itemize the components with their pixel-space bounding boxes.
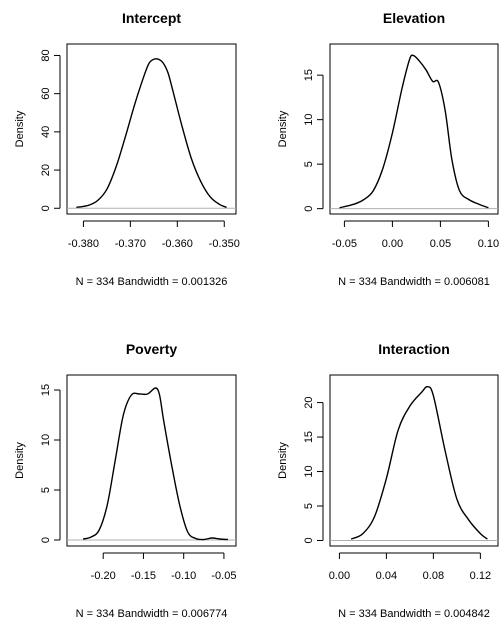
y-axis-label: Density <box>14 110 26 147</box>
x-tick-label: -0.10 <box>171 570 196 582</box>
sample-info-label: N = 334 Bandwidth = 0.006774 <box>76 608 228 620</box>
panel-title: Poverty <box>126 341 178 357</box>
density-curve <box>350 385 488 540</box>
y-tick-label: 0 <box>40 537 52 543</box>
y-tick-label: 5 <box>303 161 315 167</box>
y-tick-label: 10 <box>303 465 315 477</box>
y-tick-label: 40 <box>40 126 52 138</box>
x-tick-label: -0.15 <box>131 570 156 582</box>
sample-info-label: N = 334 Bandwidth = 0.004842 <box>338 608 490 620</box>
sample-info-label: N = 334 Bandwidth = 0.006081 <box>338 276 490 288</box>
x-tick-label: -0.380 <box>68 238 99 250</box>
x-tick-label: 0.04 <box>376 570 397 582</box>
density-panel-interaction: Interaction 0.00 0.04 0.08 0.12 0 5 10 15 20 Densi… <box>277 341 499 620</box>
density-curve <box>76 58 227 209</box>
plot-frame <box>66 43 237 215</box>
x-tick-label: -0.360 <box>162 238 193 250</box>
x-tick-label: -0.370 <box>115 238 146 250</box>
y-tick-label: 5 <box>40 487 52 493</box>
y-tick-label: 0 <box>303 206 315 212</box>
y-axis-label: Density <box>277 110 289 147</box>
x-tick-label: -0.350 <box>209 238 240 250</box>
x-tick-label: -0.20 <box>91 570 116 582</box>
y-tick-label: 80 <box>40 49 52 61</box>
panel-title: Interaction <box>378 341 450 357</box>
y-tick-label: 0 <box>303 537 315 543</box>
x-tick-label: 0.12 <box>470 570 491 582</box>
panel-title: Intercept <box>122 10 181 26</box>
y-axis-label: Density <box>14 442 26 479</box>
y-tick-label: 15 <box>303 431 315 443</box>
y-tick-label: 10 <box>303 114 315 126</box>
y-tick-label: 20 <box>303 396 315 408</box>
x-tick-label: -0.05 <box>332 238 357 250</box>
x-tick-label: 0.10 <box>478 238 499 250</box>
y-tick-label: 20 <box>40 164 52 176</box>
plot-frame <box>66 374 237 547</box>
plot-frame <box>329 43 499 215</box>
y-tick-label: 60 <box>40 88 52 100</box>
y-tick-label: 5 <box>303 503 315 509</box>
plot-frame <box>329 374 499 547</box>
density-panel-intercept: Intercept -0.380 -0.370 -0.360 -0.350 0 20 40 60… <box>14 10 240 288</box>
density-curve <box>339 54 489 209</box>
density-curve <box>82 387 228 541</box>
y-tick-label: 15 <box>303 69 315 81</box>
y-axis-label: Density <box>277 442 289 479</box>
x-tick-label: 0.00 <box>329 570 350 582</box>
x-tick-label: -0.05 <box>211 570 236 582</box>
sample-info-label: N = 334 Bandwidth = 0.001326 <box>76 276 228 288</box>
y-tick-label: 10 <box>40 434 52 446</box>
density-panel-elevation: Elevation -0.05 0.00 0.05 0.10 0 5 10 15 Density N… <box>277 10 499 288</box>
density-panel-poverty: Poverty -0.20 -0.15 -0.10 -0.05 0 5 10 15 Density… <box>14 341 237 620</box>
x-tick-label: 0.05 <box>430 238 451 250</box>
y-tick-label: 0 <box>40 205 52 211</box>
panel-title: Elevation <box>383 10 445 26</box>
x-tick-label: 0.00 <box>382 238 403 250</box>
x-tick-label: 0.08 <box>423 570 444 582</box>
y-tick-label: 15 <box>40 384 52 396</box>
